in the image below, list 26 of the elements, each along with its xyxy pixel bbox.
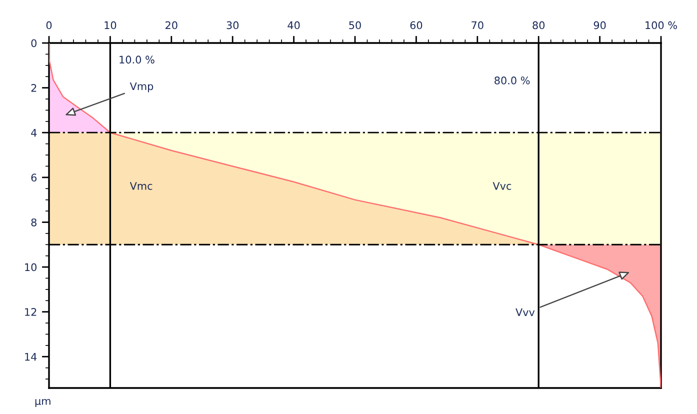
annotation: Vmp [130,82,154,92]
y-tick-label: 12 [25,308,36,316]
x-tick-label: 40 [288,21,300,30]
ref-line-label: 10.0 % [120,56,154,64]
y-tick-label: 4 [31,128,37,137]
x-tick-label: 0 [46,21,52,30]
x-tick-label: 10 [104,21,116,30]
x-tick-label: 90 [594,21,606,30]
y-tick-label: 10 [25,263,37,272]
annotation: Vvc [492,182,512,190]
annotation: Vmc [130,182,152,190]
ref-line-label: 80.0 % [494,76,530,84]
x-tick-label: 20 [166,21,178,30]
y-tick-label: 0 [31,39,37,48]
x-tick-label: 70 [472,21,484,30]
x-tick-label: 30 [226,21,239,30]
annotation: Vvv [516,308,535,316]
x-tick-label: 50 [349,21,361,30]
y-axis-title: µm [35,398,50,407]
y-tick-label: 14 [25,353,37,361]
x-tick-label: 100 % [646,21,677,30]
y-tick-label: 8 [31,218,36,226]
y-tick-label: 6 [31,174,37,182]
x-tick-label: 60 [410,21,422,30]
y-tick-label: 2 [31,84,36,92]
x-tick-label: 80 [532,21,545,30]
